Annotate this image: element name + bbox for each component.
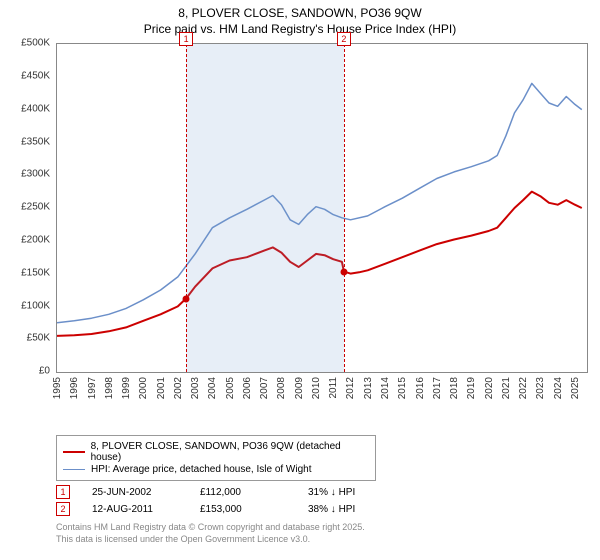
footer-line1: Contains HM Land Registry data © Crown c… <box>56 522 592 534</box>
x-tick: 2022 <box>518 377 529 399</box>
x-tick: 1998 <box>104 377 115 399</box>
sale-row-price: £153,000 <box>200 504 286 515</box>
sale-row-badge: 2 <box>56 502 70 516</box>
x-tick: 2025 <box>570 377 581 399</box>
x-tick: 1996 <box>69 377 80 399</box>
x-tick: 2008 <box>276 377 287 399</box>
legend-item: HPI: Average price, detached house, Isle… <box>63 464 369 475</box>
x-tick: 2014 <box>380 377 391 399</box>
legend: 8, PLOVER CLOSE, SANDOWN, PO36 9QW (deta… <box>56 435 376 481</box>
x-tick: 2005 <box>225 377 236 399</box>
sale-marker-badge: 2 <box>337 32 351 46</box>
x-tick: 2006 <box>242 377 253 399</box>
x-tick: 2002 <box>173 377 184 399</box>
x-tick: 2016 <box>415 377 426 399</box>
sale-row-delta: 38% ↓ HPI <box>308 504 394 515</box>
sale-row-delta: 31% ↓ HPI <box>308 487 394 498</box>
x-tick: 2012 <box>345 377 356 399</box>
sale-row-price: £112,000 <box>200 487 286 498</box>
chart-area: £0 £50K £100K £150K £200K £250K £300K £350K £400… <box>8 43 592 433</box>
sale-marker-badge: 1 <box>179 32 193 46</box>
x-tick: 2010 <box>311 377 322 399</box>
x-tick: 2000 <box>138 377 149 399</box>
x-tick: 2024 <box>553 377 564 399</box>
y-tick: £200K <box>21 234 50 245</box>
y-tick: £0 <box>39 366 50 377</box>
footer-line2: This data is licensed under the Open Gov… <box>56 534 592 546</box>
x-tick: 2011 <box>328 377 339 399</box>
x-tick: 2020 <box>484 377 495 399</box>
x-tick: 1999 <box>121 377 132 399</box>
x-tick: 2015 <box>397 377 408 399</box>
sale-row-date: 12-AUG-2011 <box>92 504 178 515</box>
x-axis: 1995199619971998199920002001200220032004… <box>56 377 588 433</box>
y-tick: £250K <box>21 202 50 213</box>
sale-marker-line <box>344 44 345 372</box>
x-tick: 2021 <box>501 377 512 399</box>
y-tick: £500K <box>21 38 50 49</box>
sale-row: 2 12-AUG-2011 £153,000 38% ↓ HPI <box>56 502 592 516</box>
sale-marker-dot <box>183 295 190 302</box>
sale-row-badge: 1 <box>56 485 70 499</box>
x-tick: 2003 <box>190 377 201 399</box>
sale-row: 1 25-JUN-2002 £112,000 31% ↓ HPI <box>56 485 592 499</box>
title-address: 8, PLOVER CLOSE, SANDOWN, PO36 9QW <box>8 6 592 22</box>
y-tick: £400K <box>21 103 50 114</box>
sale-row-date: 25-JUN-2002 <box>92 487 178 498</box>
x-tick: 2019 <box>466 377 477 399</box>
sale-marker-line <box>186 44 187 372</box>
y-tick: £50K <box>27 333 50 344</box>
x-tick: 2018 <box>449 377 460 399</box>
y-tick: £150K <box>21 267 50 278</box>
x-tick: 2009 <box>294 377 305 399</box>
y-axis: £0£50K£100K£150K£200K£250K£300K£350K£400… <box>8 43 54 373</box>
x-tick: 2007 <box>259 377 270 399</box>
y-tick: £450K <box>21 70 50 81</box>
x-tick: 2004 <box>207 377 218 399</box>
plot-region: 12 <box>56 43 588 373</box>
chart-title: 8, PLOVER CLOSE, SANDOWN, PO36 9QW Price… <box>8 6 592 37</box>
legend-swatch <box>63 451 85 453</box>
x-tick: 1997 <box>87 377 98 399</box>
title-subtitle: Price paid vs. HM Land Registry's House … <box>8 22 592 38</box>
y-tick: £350K <box>21 136 50 147</box>
sale-markers-table: 1 25-JUN-2002 £112,000 31% ↓ HPI 2 12-AUG-201… <box>56 485 592 516</box>
x-tick: 2013 <box>363 377 374 399</box>
sale-marker-dot <box>340 268 347 275</box>
legend-label: 8, PLOVER CLOSE, SANDOWN, PO36 9QW (deta… <box>91 441 369 463</box>
attribution-footer: Contains HM Land Registry data © Crown c… <box>56 522 592 545</box>
x-tick: 2017 <box>432 377 443 399</box>
x-tick: 2023 <box>535 377 546 399</box>
x-tick: 2001 <box>156 377 167 399</box>
legend-label: HPI: Average price, detached house, Isle… <box>91 464 312 475</box>
shaded-ownership-region <box>186 44 344 372</box>
y-tick: £100K <box>21 300 50 311</box>
x-tick: 1995 <box>52 377 63 399</box>
legend-swatch <box>63 469 85 470</box>
y-tick: £300K <box>21 169 50 180</box>
legend-item: 8, PLOVER CLOSE, SANDOWN, PO36 9QW (deta… <box>63 441 369 463</box>
